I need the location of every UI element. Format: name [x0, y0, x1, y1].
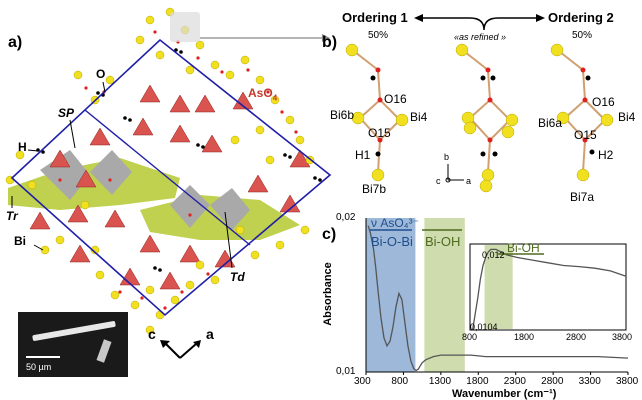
spectrum-panel-c: [365, 218, 629, 375]
x-tick-marks: [365, 372, 629, 375]
y-tick-bottom: 0,01: [336, 366, 356, 377]
structure-panel-b: [345, 14, 614, 193]
crystal-fragment: [96, 339, 112, 363]
panel-a-label: a): [8, 34, 23, 51]
y-tick-top: 0,02: [336, 212, 356, 223]
label-td: Td: [230, 270, 245, 284]
label-bi4-right: Bi4: [618, 110, 636, 124]
inset-x-tick-label: 1800: [514, 332, 535, 342]
td-pointer: [224, 211, 233, 269]
highlight-box: [170, 12, 200, 42]
unit-cell-midline: [84, 109, 251, 246]
ordering1-title: Ordering 1: [342, 10, 408, 25]
pointer-arrow-head: [322, 34, 330, 42]
inset-band-label: Bi-OH: [507, 241, 540, 255]
label-bi6a: Bi6a: [538, 116, 563, 130]
band-region-2: [424, 218, 465, 372]
label-h1: H1: [355, 148, 371, 162]
as-refined-label: «as refined »: [454, 32, 507, 42]
panel-c-label: c): [322, 226, 337, 243]
panel-b-axis-a-label: a: [466, 176, 472, 186]
spectrum-line: [367, 225, 629, 372]
label-bi7b: Bi7b: [362, 182, 387, 196]
scale-bar-line: [26, 356, 60, 358]
structure-panel-a: [5, 7, 332, 359]
axis-a-label: a: [206, 326, 214, 342]
axis-c-head: [160, 340, 170, 348]
sem-image: 50 µm: [18, 312, 128, 377]
aso4-tetrahedra: [29, 84, 311, 290]
scale-bar-label: 50 µm: [26, 362, 52, 372]
label-o: O: [96, 67, 106, 81]
label-bi: Bi: [14, 234, 26, 248]
absorption-bands: [366, 218, 465, 372]
inset-spectrum-line: [471, 248, 627, 331]
x-tick-label: 300: [354, 376, 371, 387]
panel-b-axis-c: [445, 177, 451, 183]
band2-label: Bi-OH: [425, 234, 461, 249]
x-axis-label: Wavenumber (cm⁻¹): [452, 388, 557, 400]
ordering1-pct: 50%: [368, 30, 389, 41]
axis-c-label: c: [148, 326, 156, 342]
panel-b-axis-b-label: b: [444, 152, 450, 162]
band-region-1: [366, 218, 416, 372]
label-o15-left: O15: [368, 126, 391, 140]
x-tick-label: 3300: [578, 376, 601, 387]
label-sp: SP: [58, 106, 75, 120]
axis-a-arrow: [179, 343, 197, 359]
inset-x-tick-label: 2800: [566, 332, 587, 342]
axis-c-arrow: [165, 343, 181, 359]
panel-b-label: b): [322, 34, 338, 51]
ordering-arrow-right-head: [536, 14, 545, 22]
inset-y-tick-bottom: 0,0104: [470, 322, 498, 332]
bi-atoms: [5, 7, 315, 335]
label-h2: H2: [598, 148, 614, 162]
x-tick-label: 2300: [503, 376, 526, 387]
label-o16-right: O16: [592, 95, 615, 109]
ordering1-structure: [354, 51, 401, 173]
sp-poly-2: [90, 150, 132, 195]
as-refined-structure: [464, 51, 511, 173]
label-h: H: [18, 140, 27, 154]
ordering2-title: Ordering 2: [548, 10, 614, 25]
sp-poly-4: [210, 188, 250, 230]
panel-b-axis-c-label: c: [436, 176, 441, 186]
x-tick-label: 1800: [466, 376, 489, 387]
ordering2-pct: 50%: [572, 30, 593, 41]
inset-plot: [469, 243, 627, 331]
inset-band-region: [484, 245, 513, 329]
bi-pointer: [33, 244, 44, 251]
sp-poly-3: [170, 185, 210, 228]
x-tick-label: 800: [391, 376, 409, 387]
label-o16-left: O16: [384, 92, 407, 106]
ordering-brace: [469, 17, 499, 31]
o-atoms: [58, 30, 298, 310]
label-o15-right: O15: [574, 128, 597, 142]
panel-b-h-atoms: [370, 75, 595, 157]
sp-pointer: [69, 119, 76, 149]
panel-b-bi-atoms: [345, 43, 614, 193]
inset-x-tick-label: 3800: [612, 332, 633, 342]
band1-label-2: Bi-O-Bi: [371, 234, 413, 249]
label-bi4-left: Bi4: [410, 110, 428, 124]
y-axis-label: Absorbance: [321, 262, 334, 326]
label-bi6b: Bi6b: [330, 108, 355, 122]
label-aso4: AsO4: [248, 86, 278, 103]
h-pointer: [27, 149, 39, 152]
x-tick-label: 1300: [428, 376, 452, 387]
panel-b-o-atoms: [375, 67, 588, 143]
inset-y-tick-top: 0,012: [482, 250, 505, 260]
x-tick-label: 2800: [541, 376, 564, 387]
x-tick-label: 3800: [616, 376, 639, 387]
inset-x-tick-label: 800: [462, 332, 478, 342]
label-tr: Tr: [6, 209, 18, 223]
label-bi7a: Bi7a: [570, 190, 595, 204]
band1-label: ν AsO₄³⁻: [371, 216, 419, 230]
o-pointer: [102, 81, 106, 93]
axis-a-head: [193, 340, 201, 348]
unit-cell-frame: [10, 38, 332, 317]
inset-band: [484, 245, 513, 329]
ordering-arrow-left-head: [414, 14, 423, 22]
